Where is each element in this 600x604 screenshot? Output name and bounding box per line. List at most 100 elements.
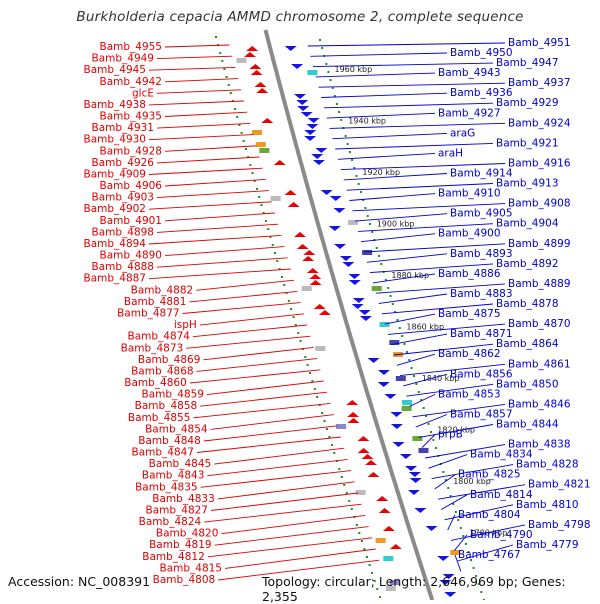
right-label-connector [434, 474, 456, 490]
gene-feature-box [401, 406, 412, 411]
right-gene-label: Bamb_4850 [496, 378, 559, 390]
left-label-connector [156, 55, 233, 60]
right-gene-label: Bamb_4779 [516, 539, 579, 551]
right-label-connector [425, 444, 506, 459]
left-gene-label: Bamb_4898 [91, 226, 154, 238]
tick-dot [366, 556, 368, 558]
right-label-connector [363, 243, 506, 253]
tick-dot [464, 543, 467, 545]
tick-dot [311, 380, 314, 382]
tick-dot [364, 207, 367, 209]
right-gene-label: Bamb_4875 [438, 308, 501, 320]
gene-feature-box [389, 580, 400, 585]
gene-feature-box [418, 448, 429, 453]
forward-gene-arrow [347, 412, 360, 417]
left-gene-label: Bamb_4812 [142, 551, 205, 563]
forward-gene-arrow [361, 454, 374, 459]
left-label-connector [193, 402, 331, 419]
left-label-connector [210, 492, 359, 511]
left-label-connector [156, 122, 251, 129]
tick-dot [353, 167, 356, 169]
scale-tick-label: 1820 kbp [437, 426, 475, 435]
tick-dot [333, 95, 336, 97]
scale-tick-label: 1920 kbp [362, 168, 400, 177]
left-gene-label: Bamb_4868 [131, 365, 194, 377]
tick-dot [231, 100, 234, 102]
forward-gene-arrow [376, 496, 389, 501]
scale-tick-label: 1860 kbp [406, 323, 444, 332]
gene-feature-box [379, 322, 390, 327]
left-label-connector [218, 559, 380, 581]
right-gene-label: araH [438, 147, 463, 159]
gene-feature-box [450, 550, 461, 555]
right-gene-label: Bamb_4950 [450, 47, 513, 59]
forward-gene-arrow [313, 304, 326, 309]
right-label-connector [378, 293, 448, 304]
left-gene-label: Bamb_4874 [127, 331, 190, 343]
scale-tick-label: 1880 kbp [391, 271, 429, 280]
left-gene-label: Bamb_4926 [91, 157, 154, 169]
tick-dot [340, 119, 343, 121]
left-label-connector [196, 358, 318, 372]
reverse-gene-arrow [408, 472, 421, 477]
left-gene-label: Bamb_4945 [83, 64, 146, 76]
right-gene-label: Bamb_4927 [438, 107, 501, 119]
reverse-gene-arrow [407, 490, 420, 495]
right-gene-label: Bamb_4810 [516, 499, 579, 511]
gene-feature-box [362, 250, 373, 255]
left-gene-label: Bamb_4909 [83, 169, 146, 181]
left-gene-label: Bamb_4903 [91, 192, 154, 204]
left-gene-label: Bamb_4890 [99, 250, 162, 262]
gene-feature-box [301, 286, 312, 291]
right-label-connector [318, 82, 506, 88]
forward-gene-arrow [294, 232, 307, 237]
forward-gene-arrow [261, 118, 274, 123]
right-label-connector [352, 203, 506, 212]
right-label-connector [406, 383, 494, 397]
left-gene-label: Bamb_4877 [117, 308, 180, 320]
forward-gene-arrow [249, 64, 262, 69]
reverse-gene-arrow [333, 208, 346, 213]
tick-dot [375, 247, 378, 249]
reverse-gene-arrow [437, 556, 450, 561]
tick-dot [253, 180, 256, 182]
tick-dot [348, 151, 351, 153]
right-gene-label: Bamb_4893 [450, 248, 513, 260]
tick-dot [457, 519, 460, 521]
left-label-connector [189, 369, 321, 384]
tick-dot [427, 423, 430, 425]
left-label-connector [148, 167, 263, 175]
right-label-connector [415, 414, 448, 428]
left-gene-label: Bamb_4949 [91, 53, 154, 65]
gene-feature-box [383, 556, 394, 561]
forward-gene-arrow [302, 256, 315, 261]
tick-dot [278, 268, 281, 270]
forward-gene-arrow [284, 190, 297, 195]
right-label-connector [310, 52, 448, 57]
right-label-connector [454, 554, 462, 572]
tick-dot [306, 364, 309, 366]
right-label-connector [321, 92, 448, 98]
gene-feature-box [270, 196, 281, 201]
tick-dot [408, 359, 411, 361]
reverse-gene-arrow [425, 526, 438, 531]
tick-dot [229, 92, 232, 94]
right-label-connector [403, 373, 448, 387]
left-label-connector [164, 44, 230, 48]
right-gene-label: Bamb_4937 [508, 77, 571, 89]
gene-feature-box [315, 346, 326, 351]
right-gene-label: Bamb_4904 [496, 218, 559, 230]
tick-dot [389, 295, 392, 297]
reverse-gene-arrow [304, 136, 317, 141]
right-label-connector [332, 132, 448, 140]
left-label-connector [164, 178, 266, 187]
forward-gene-arrow [309, 280, 322, 285]
tick-dot [331, 87, 334, 89]
right-gene-label: Bamb_4798 [528, 519, 591, 531]
tick-dot [297, 332, 300, 334]
left-gene-label: Bamb_4888 [91, 261, 154, 273]
tick-dot [247, 156, 250, 158]
reverse-gene-arrow [307, 118, 320, 123]
reverse-gene-arrow [342, 262, 355, 267]
right-gene-label: Bamb_4936 [450, 87, 513, 99]
